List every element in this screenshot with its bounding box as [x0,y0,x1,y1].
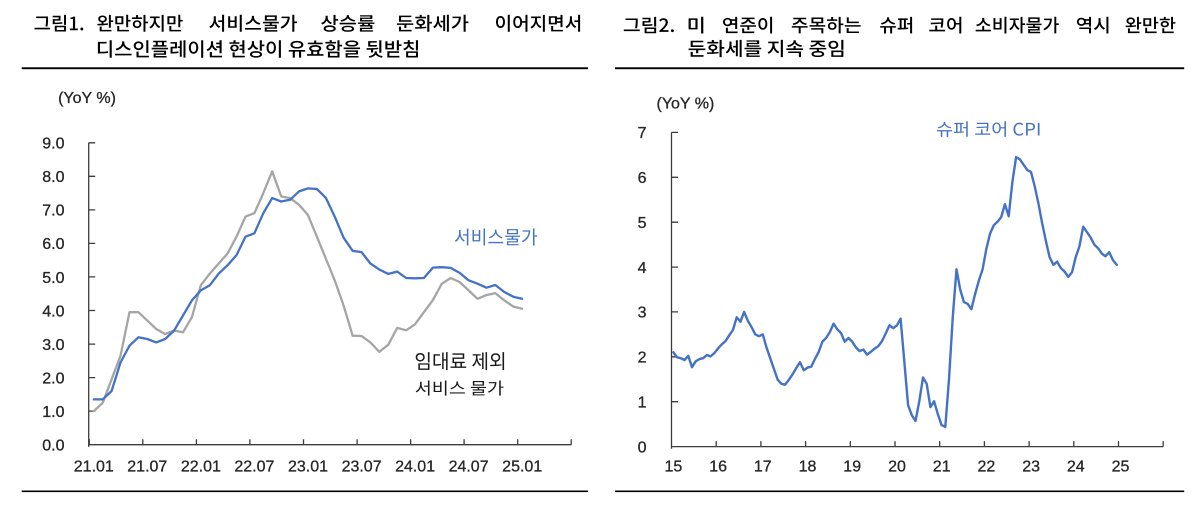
svg-text:21: 21 [933,458,951,475]
svg-text:24.01: 24.01 [395,458,435,475]
svg-text:5: 5 [638,215,647,232]
svg-text:6: 6 [638,170,647,187]
svg-text:8.0: 8.0 [42,169,64,186]
svg-text:7.0: 7.0 [42,203,64,220]
svg-text:24: 24 [1067,458,1085,475]
svg-text:22.07: 22.07 [234,458,274,475]
svg-text:3.0: 3.0 [42,337,64,354]
svg-text:5.0: 5.0 [42,270,64,287]
svg-text:6.0: 6.0 [42,236,64,253]
svg-text:1: 1 [638,395,647,412]
svg-text:23.07: 23.07 [342,458,382,475]
svg-text:9.0: 9.0 [42,136,64,153]
svg-text:0: 0 [638,439,647,456]
svg-text:22.01: 22.01 [181,458,221,475]
svg-text:15: 15 [665,458,683,475]
svg-text:7: 7 [638,125,647,142]
svg-text:(YoY %): (YoY %) [58,90,116,107]
svg-text:22: 22 [978,458,996,475]
svg-text:25: 25 [1112,458,1130,475]
svg-text:3: 3 [638,305,647,322]
svg-text:4.0: 4.0 [42,303,64,320]
svg-text:24.07: 24.07 [449,458,489,475]
svg-text:16: 16 [709,458,727,475]
svg-text:2.0: 2.0 [42,370,64,387]
svg-text:1.0: 1.0 [42,404,64,421]
svg-text:4: 4 [638,260,647,277]
svg-text:17: 17 [754,458,772,475]
svg-text:18: 18 [799,458,817,475]
svg-text:19: 19 [843,458,861,475]
svg-text:2: 2 [638,350,647,367]
svg-text:20: 20 [888,458,906,475]
svg-text:21.07: 21.07 [127,458,167,475]
svg-text:(YoY %): (YoY %) [657,96,715,113]
svg-text:21.01: 21.01 [74,458,114,475]
svg-text:23.01: 23.01 [288,458,328,475]
svg-text:23: 23 [1022,458,1040,475]
svg-text:25.01: 25.01 [502,458,542,475]
svg-text:0.0: 0.0 [42,438,64,455]
